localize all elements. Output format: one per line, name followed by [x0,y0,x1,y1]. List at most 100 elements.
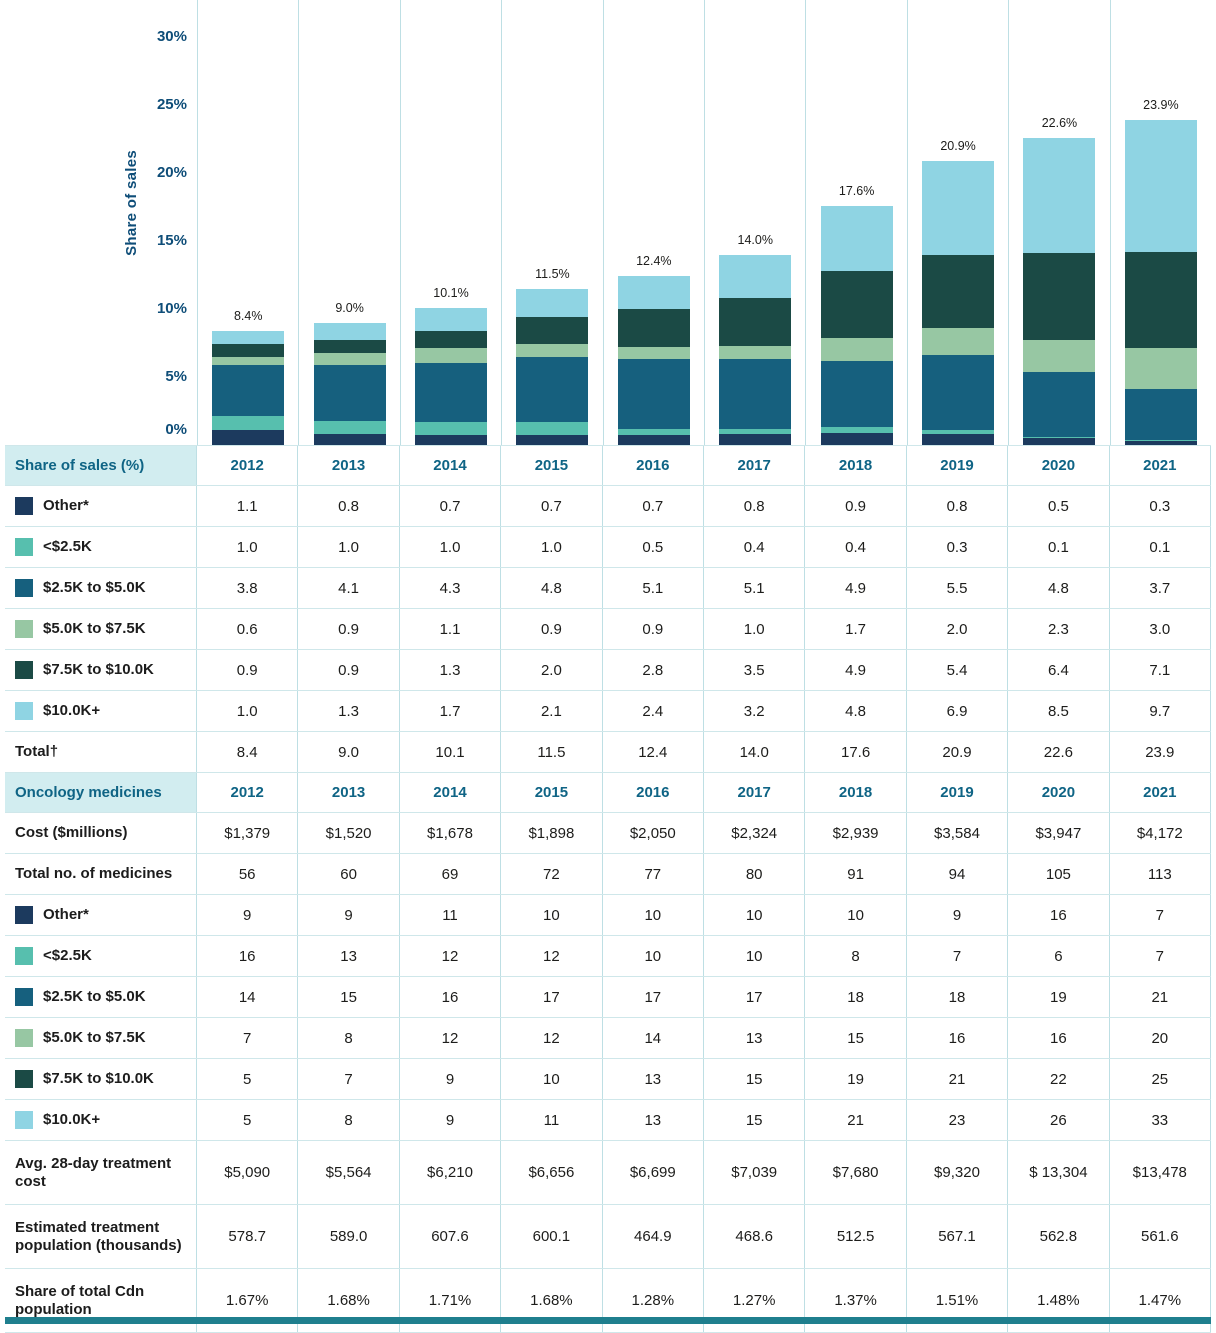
stacked-bar-2015 [516,288,589,445]
table-row-share-lt-2-5k: <$2.5K 1.0 1.0 1.0 1.0 0.5 0.4 0.4 0.3 0.1 0.1 [5,527,1211,568]
row-label: $10.0K+ [43,702,101,719]
value-cell: 0.4 [704,527,806,567]
year-header-cell: 2016 [603,446,704,485]
value-cell: 12.4 [603,732,704,772]
row-label: $10.0K+ [43,1111,101,1128]
value-cell: 4.1 [298,568,400,608]
bar-total-label: 14.0% [737,232,773,247]
y-tick-label-25: 25% [156,96,187,113]
table-row-share-2-5k-to-5k: $2.5K to $5.0K 3.8 4.1 4.3 4.8 5.1 5.1 4.9 5.5 4.… [5,568,1211,609]
value-cell: 10.1 [400,732,502,772]
row-label-cell: $10.0K+ [5,1100,197,1140]
bar-segment [313,364,386,421]
value-cell: 16 [907,1018,1009,1058]
bar-segment [1124,439,1197,441]
value-cell: 0.4 [805,527,907,567]
row-label: Share of total Cdn population [15,1282,145,1318]
bar-segment [313,322,386,341]
value-cell: 0.1 [1110,527,1211,567]
bar-segment [820,360,893,428]
value-cell: 11 [400,895,502,935]
value-cell: 12 [501,936,603,976]
value-cell: 2.1 [501,691,603,731]
value-cell: 11.5 [501,732,603,772]
value-cell: 0.8 [298,486,400,526]
value-cell: $6,656 [501,1141,603,1204]
table-row-count-lt-2-5k: <$2.5K 16 13 12 12 10 10 8 7 6 7 [5,936,1211,977]
bar-segment [313,352,386,365]
bar-segment [212,430,285,445]
chart-column-2013: 9.0% [298,0,399,445]
value-cell: 16 [1008,1018,1110,1058]
table-row-count-2-5k-to-5k: $2.5K to $5.0K 14 15 16 17 17 17 18 18 19 21 [5,977,1211,1018]
stacked-bar-2021 [1124,120,1197,445]
table-row-count-other: Other* 9 9 11 10 10 10 10 9 16 7 [5,895,1211,936]
year-header-cell: 2019 [907,773,1009,812]
value-cell: 0.1 [1008,527,1110,567]
bar-segment [212,330,285,345]
row-label: $5.0K to $7.5K [43,1029,146,1046]
value-cell: $4,172 [1110,813,1211,853]
legend-swatch [15,497,33,515]
value-cell: 4.8 [1008,568,1110,608]
value-cell: 1.37% [805,1269,907,1332]
bar-segment [922,430,995,435]
table-row-cost-millions: Cost ($millions) $1,379 $1,520 $1,678 $1,898… [5,813,1211,854]
legend-swatch [15,538,33,556]
value-cell: 10 [704,895,806,935]
value-cell: 562.8 [1008,1205,1110,1268]
value-cell: 7.1 [1110,650,1211,690]
y-tick-label-10: 10% [156,300,187,317]
bar-segment [1124,440,1197,445]
stacked-bar-2019 [922,160,995,445]
bar-total-label: 20.9% [940,138,976,153]
value-cell: $7,680 [805,1141,907,1204]
bar-segment [1023,137,1096,254]
value-cell: 512.5 [805,1205,907,1268]
row-label: Total† [15,743,59,760]
year-header-cell: 2021 [1110,773,1211,812]
value-cell: 1.67% [197,1269,299,1332]
year-header-cell: 2017 [704,446,806,485]
value-cell: 21 [907,1059,1009,1099]
row-label-cell: Share of sales (%) [5,446,197,485]
table-row-avg-28-day-treatment-cost: Avg. 28-day treatment cost $5,090 $5,564 $6… [5,1141,1211,1205]
year-header-cell: 2017 [704,773,806,812]
year-header-cell: 2016 [603,773,704,812]
value-cell: 26 [1008,1100,1110,1140]
row-label: $5.0K to $7.5K [43,620,146,637]
row-label: Cost ($millions) [15,824,128,841]
bar-segment [1023,253,1096,341]
year-header-cell: 2019 [907,446,1009,485]
row-label-cell: <$2.5K [5,936,197,976]
value-cell: $1,520 [298,813,400,853]
value-cell: 15 [805,1018,907,1058]
bar-segment [516,317,589,345]
row-label-cell: Estimated treatment population (thousand… [5,1205,197,1268]
value-cell: 69 [400,854,502,894]
table-row-oncology-medicines-header: Oncology medicines 2012 2013 2014 2015 2016 20… [5,773,1211,813]
value-cell: 4.9 [805,568,907,608]
bar-segment [617,428,690,436]
legend-swatch [15,1111,33,1129]
value-cell: 17 [603,977,704,1017]
value-cell: 1.28% [603,1269,704,1332]
value-cell: 9 [298,895,400,935]
value-cell: 607.6 [400,1205,502,1268]
value-cell: 567.1 [907,1205,1009,1268]
bar-segment [1124,120,1197,252]
value-cell: 4.3 [400,568,502,608]
value-cell: 12 [400,1018,502,1058]
chart-column-2020: 22.6% [1008,0,1109,445]
value-cell: 15 [704,1100,806,1140]
value-cell: 80 [704,854,806,894]
chart-column-2019: 20.9% [906,0,1008,445]
value-cell: 16 [197,936,299,976]
row-label-cell: Total† [5,732,197,772]
value-cell: 2.0 [501,650,603,690]
table-row-share-of-sales-header: Share of sales (%) 2012 2013 2014 2015 2016 20… [5,446,1211,486]
chart-column-2018: 17.6% [805,0,906,445]
bar-segment [212,416,285,431]
value-cell: 1.68% [501,1269,603,1332]
year-header-cell: 2018 [805,446,907,485]
